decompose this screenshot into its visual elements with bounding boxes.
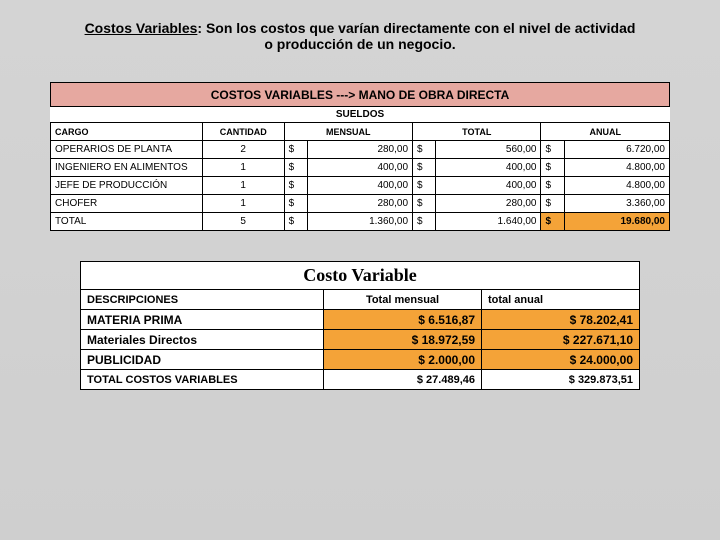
t1-col-total: TOTAL <box>413 123 541 141</box>
t1-col-mensual: MENSUAL <box>284 123 412 141</box>
t1-subtitle: SUELDOS <box>51 107 670 123</box>
t2-col-desc: DESCRIPCIONES <box>81 290 324 310</box>
table-row: CHOFER 1 $ 280,00 $ 280,00 $ 3.360,00 <box>51 195 670 213</box>
t1-col-cargo: CARGO <box>51 123 203 141</box>
labor-cost-table: COSTOS VARIABLES ---> MANO DE OBRA DIREC… <box>50 82 670 231</box>
table-row: PUBLICIDAD $ 2.000,00 $ 24.000,00 <box>81 350 640 370</box>
t1-col-anual: ANUAL <box>541 123 670 141</box>
title-definition: : Son los costos que varían directamente… <box>197 20 635 52</box>
t1-total-row: TOTAL 5 $ 1.360,00 $ 1.640,00 $ 19.680,0… <box>51 213 670 231</box>
t1-title: COSTOS VARIABLES ---> MANO DE OBRA DIREC… <box>51 83 670 107</box>
t2-header-row: DESCRIPCIONES Total mensual total anual <box>81 290 640 310</box>
table-row: Materiales Directos $ 18.972,59 $ 227.67… <box>81 330 640 350</box>
t2-col-anual: total anual <box>482 290 640 310</box>
t2-title: Costo Variable <box>81 262 640 290</box>
t1-col-cant: CANTIDAD <box>202 123 284 141</box>
table-row: INGENIERO EN ALIMENTOS 1 $ 400,00 $ 400,… <box>51 159 670 177</box>
variable-cost-summary-table: Costo Variable DESCRIPCIONES Total mensu… <box>80 261 640 390</box>
title-term: Costos Variables <box>85 20 198 36</box>
t1-header-row: CARGO CANTIDAD MENSUAL TOTAL ANUAL <box>51 123 670 141</box>
table-row: OPERARIOS DE PLANTA 2 $ 280,00 $ 560,00 … <box>51 141 670 159</box>
page-title: Costos Variables: Son los costos que var… <box>50 20 670 52</box>
t2-col-mensual: Total mensual <box>324 290 482 310</box>
table-row: JEFE DE PRODUCCIÓN 1 $ 400,00 $ 400,00 $… <box>51 177 670 195</box>
t2-total-row: TOTAL COSTOS VARIABLES $ 27.489,46 $ 329… <box>81 370 640 390</box>
table-row: MATERIA PRIMA $ 6.516,87 $ 78.202,41 <box>81 310 640 330</box>
